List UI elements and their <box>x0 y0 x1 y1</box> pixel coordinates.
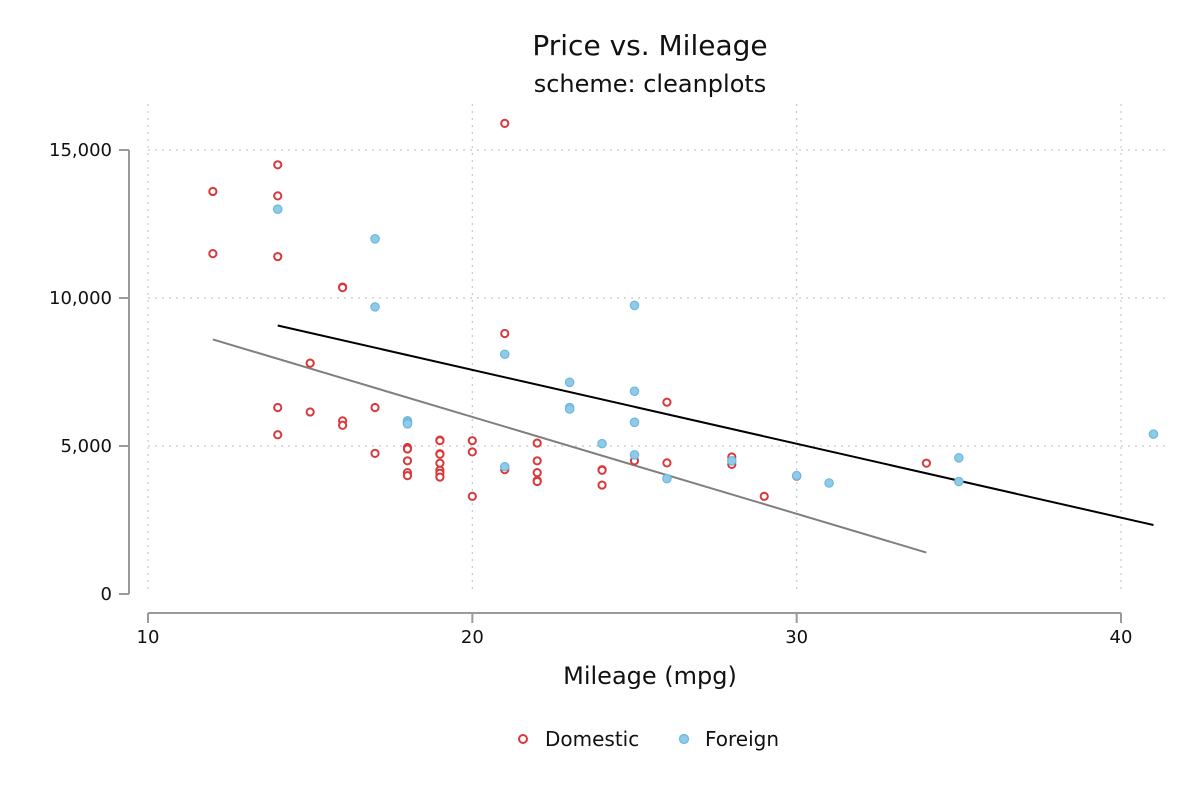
point-domestic <box>208 249 218 259</box>
data-points <box>208 118 1159 501</box>
point-domestic <box>338 283 348 293</box>
x-tick-label: 30 <box>785 627 808 648</box>
point-domestic <box>273 430 283 440</box>
legend-label-domestic: Domestic <box>545 727 639 751</box>
point-foreign <box>791 470 802 481</box>
point-domestic <box>532 456 542 466</box>
point-domestic <box>435 436 445 446</box>
point-domestic <box>402 471 413 481</box>
point-foreign <box>272 204 283 214</box>
point-foreign <box>370 302 380 312</box>
point-domestic <box>467 436 477 446</box>
point-domestic <box>662 397 672 407</box>
point-foreign <box>629 386 640 397</box>
point-foreign <box>824 478 834 488</box>
point-domestic <box>338 420 348 430</box>
point-domestic <box>273 402 283 413</box>
chart-title: Price vs. Mileage <box>532 29 767 62</box>
x-tick-label: 20 <box>461 627 484 648</box>
point-domestic <box>305 358 315 368</box>
x-tick-label: 10 <box>137 627 160 648</box>
point-foreign <box>629 417 640 428</box>
point-domestic <box>273 251 283 262</box>
x-axis-title: Mileage (mpg) <box>563 662 737 690</box>
point-foreign <box>564 404 575 414</box>
fit-lines <box>212 324 1154 554</box>
point-domestic <box>532 468 542 478</box>
legend-marker-foreign <box>678 733 690 745</box>
point-domestic <box>500 118 510 128</box>
y-tick-label: 15,000 <box>49 140 112 161</box>
point-domestic <box>467 491 477 501</box>
fit-line-domestic <box>212 338 927 554</box>
point-domestic <box>305 407 315 417</box>
point-domestic <box>273 160 283 170</box>
legend-marker-domestic <box>518 734 528 744</box>
legend-label-foreign: Foreign <box>705 727 779 751</box>
chart-subtitle: scheme: cleanplots <box>534 70 767 98</box>
point-foreign <box>954 476 964 487</box>
point-foreign <box>662 473 672 484</box>
point-foreign <box>564 377 575 388</box>
point-foreign <box>954 453 964 463</box>
y-tick-label: 5,000 <box>60 436 112 457</box>
point-foreign <box>499 349 510 360</box>
point-domestic <box>500 328 510 339</box>
axes: 0 5,000 10,000 15,000 10 20 30 40 <box>49 140 1132 648</box>
fit-line-foreign <box>277 324 1154 527</box>
point-domestic <box>435 472 445 482</box>
point-domestic <box>402 444 413 454</box>
x-tick-label: 40 <box>1110 627 1133 648</box>
point-domestic <box>921 458 932 468</box>
point-foreign <box>1148 429 1159 439</box>
grid <box>147 104 1170 594</box>
point-domestic <box>402 456 413 466</box>
point-domestic <box>467 447 477 457</box>
legend: Domestic Foreign <box>518 727 779 751</box>
point-foreign <box>402 418 413 429</box>
point-foreign <box>726 455 737 466</box>
y-tick-label: 10,000 <box>49 288 112 309</box>
point-domestic <box>532 476 542 487</box>
point-foreign <box>629 300 640 311</box>
point-foreign <box>629 450 640 460</box>
point-domestic <box>532 438 542 448</box>
point-domestic <box>273 191 283 201</box>
point-domestic <box>435 449 445 459</box>
point-domestic <box>208 186 218 197</box>
point-domestic <box>759 491 769 501</box>
point-domestic <box>597 465 607 475</box>
point-domestic <box>662 458 672 468</box>
point-foreign <box>370 234 380 244</box>
point-foreign <box>499 461 510 472</box>
y-tick-label: 0 <box>101 584 112 605</box>
point-domestic <box>370 402 380 413</box>
point-foreign <box>597 438 607 449</box>
point-domestic <box>597 480 607 490</box>
point-domestic <box>370 448 380 458</box>
